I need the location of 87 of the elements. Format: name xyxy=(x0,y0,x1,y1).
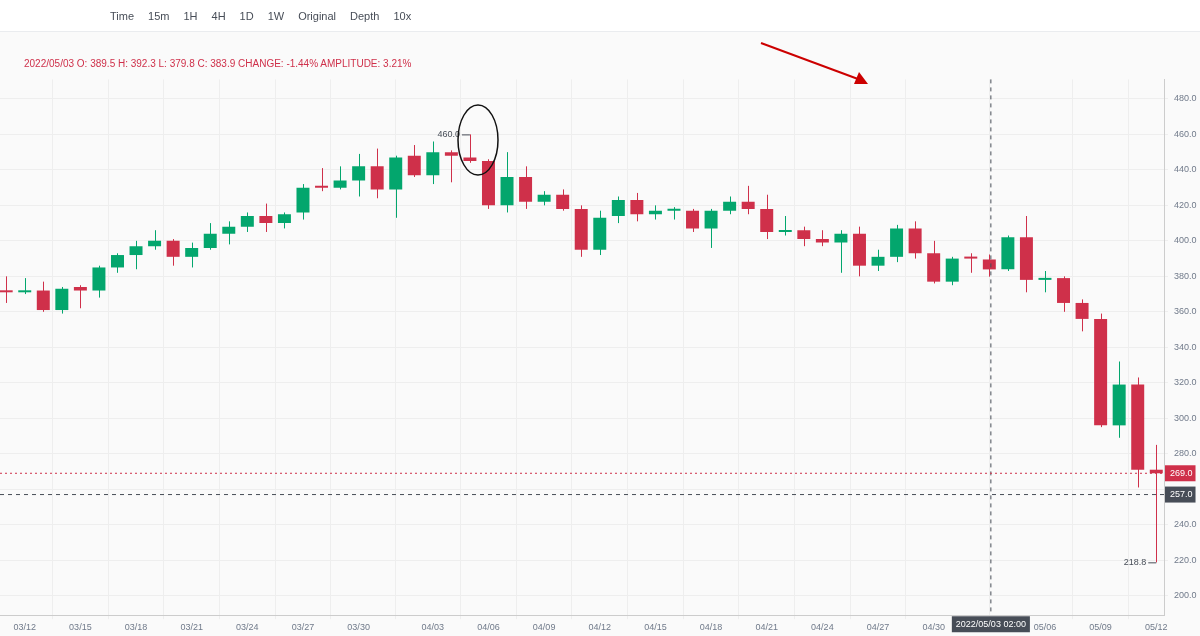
candlestick xyxy=(92,265,106,299)
candlestick xyxy=(55,286,69,315)
text: 1W xyxy=(267,9,285,22)
text: Time xyxy=(110,9,135,22)
candlestick xyxy=(0,275,13,304)
x-tick-label: 04/18 xyxy=(699,622,723,633)
y-tick-label: 320.0 xyxy=(1174,377,1197,388)
candlestick xyxy=(463,133,477,164)
candlestick xyxy=(982,254,996,278)
x-tick-label: 04/03 xyxy=(421,622,445,633)
x-tick-label: 04/30 xyxy=(922,622,945,633)
candlestick xyxy=(741,185,755,215)
x-tick-label: 03/15 xyxy=(69,622,92,633)
candlestick xyxy=(222,220,236,245)
candlestick xyxy=(686,208,700,233)
candlestick xyxy=(259,203,273,233)
text: 15m xyxy=(148,9,170,22)
x-tick-label: 03/21 xyxy=(180,622,203,633)
text: 2022/05/03 O: 389.5 H: 392.3 L: 379.8 C: 383.9 CHANGE: -1.44% AMPLITUDE: 3.21% xyxy=(24,58,412,69)
candlestick xyxy=(630,192,644,222)
candlestick xyxy=(834,229,848,274)
candlestick xyxy=(556,188,570,212)
text: Original xyxy=(298,9,337,22)
candlestick xyxy=(1075,298,1089,332)
x-tick-label: 04/27 xyxy=(866,622,890,633)
candlestick xyxy=(426,141,440,185)
candlestick xyxy=(611,196,625,224)
y-tick-label: 280.0 xyxy=(1174,448,1197,459)
candlestick xyxy=(166,238,180,267)
y-tick-label: 300.0 xyxy=(1174,412,1197,423)
ref-line-label: 269.0 xyxy=(1170,467,1193,478)
ref-line-label: 2022/05/03 02:00 xyxy=(955,618,1026,629)
x-tick-label: 04/24 xyxy=(811,622,834,633)
candlestick xyxy=(185,242,199,268)
candlestick xyxy=(964,252,978,274)
x-tick-label: 03/18 xyxy=(124,622,148,633)
text: 1H xyxy=(183,9,198,22)
x-tick-label: 04/06 xyxy=(477,622,500,633)
text: 10x xyxy=(393,9,412,22)
candlestick xyxy=(407,144,421,178)
candlestick xyxy=(203,222,217,251)
ref-line-label: 257.0 xyxy=(1170,489,1193,500)
y-tick-label: 480.0 xyxy=(1174,93,1197,104)
y-tick-label: 380.0 xyxy=(1174,270,1197,281)
text: 1D xyxy=(239,9,254,22)
x-tick-label: 03/12 xyxy=(13,622,36,633)
x-tick-label: 04/12 xyxy=(588,622,612,633)
candlestick xyxy=(704,208,718,249)
text: Depth xyxy=(350,9,380,22)
candlestick xyxy=(370,148,384,199)
candlestick xyxy=(778,215,792,237)
y-tick-label: 220.0 xyxy=(1174,554,1197,565)
candlestick xyxy=(667,206,681,221)
candlestick xyxy=(36,281,50,313)
x-tick-label: 05/06 xyxy=(1033,622,1057,633)
x-tick-label: 05/09 xyxy=(1089,622,1112,633)
candlestick xyxy=(333,165,347,190)
y-tick-label: 400.0 xyxy=(1174,235,1197,246)
candlestick xyxy=(871,249,885,272)
x-tick-label: 05/12 xyxy=(1145,622,1168,633)
y-tick-label: 460.0 xyxy=(1174,128,1197,139)
candlestick xyxy=(110,252,124,274)
candlestick xyxy=(945,256,959,286)
y-tick-label: 240.0 xyxy=(1174,519,1197,530)
y-tick-label: 200.0 xyxy=(1174,590,1197,601)
y-tick-label: 360.0 xyxy=(1174,306,1197,317)
x-tick-label: 04/15 xyxy=(644,622,667,633)
candlestick xyxy=(797,226,811,247)
candlestick xyxy=(760,194,774,240)
annotation: 218.8 xyxy=(1123,556,1147,567)
candlestick xyxy=(73,284,87,309)
y-tick-label: 340.0 xyxy=(1174,341,1197,352)
candlestick xyxy=(315,167,329,192)
candlestick xyxy=(352,153,366,197)
candlestick xyxy=(129,240,143,270)
x-tick-label: 03/27 xyxy=(291,622,315,633)
text: 4H xyxy=(211,9,226,22)
candlestick xyxy=(1038,270,1052,293)
x-tick-label: 04/21 xyxy=(755,622,778,633)
y-tick-label: 440.0 xyxy=(1174,164,1197,175)
candlestick xyxy=(148,229,162,251)
x-tick-label: 04/09 xyxy=(532,622,556,633)
x-tick-label: 03/24 xyxy=(236,622,259,633)
y-tick-label: 420.0 xyxy=(1174,199,1197,210)
candlestick xyxy=(444,149,458,183)
x-tick-label: 03/30 xyxy=(347,622,370,633)
candlestick xyxy=(240,211,254,233)
